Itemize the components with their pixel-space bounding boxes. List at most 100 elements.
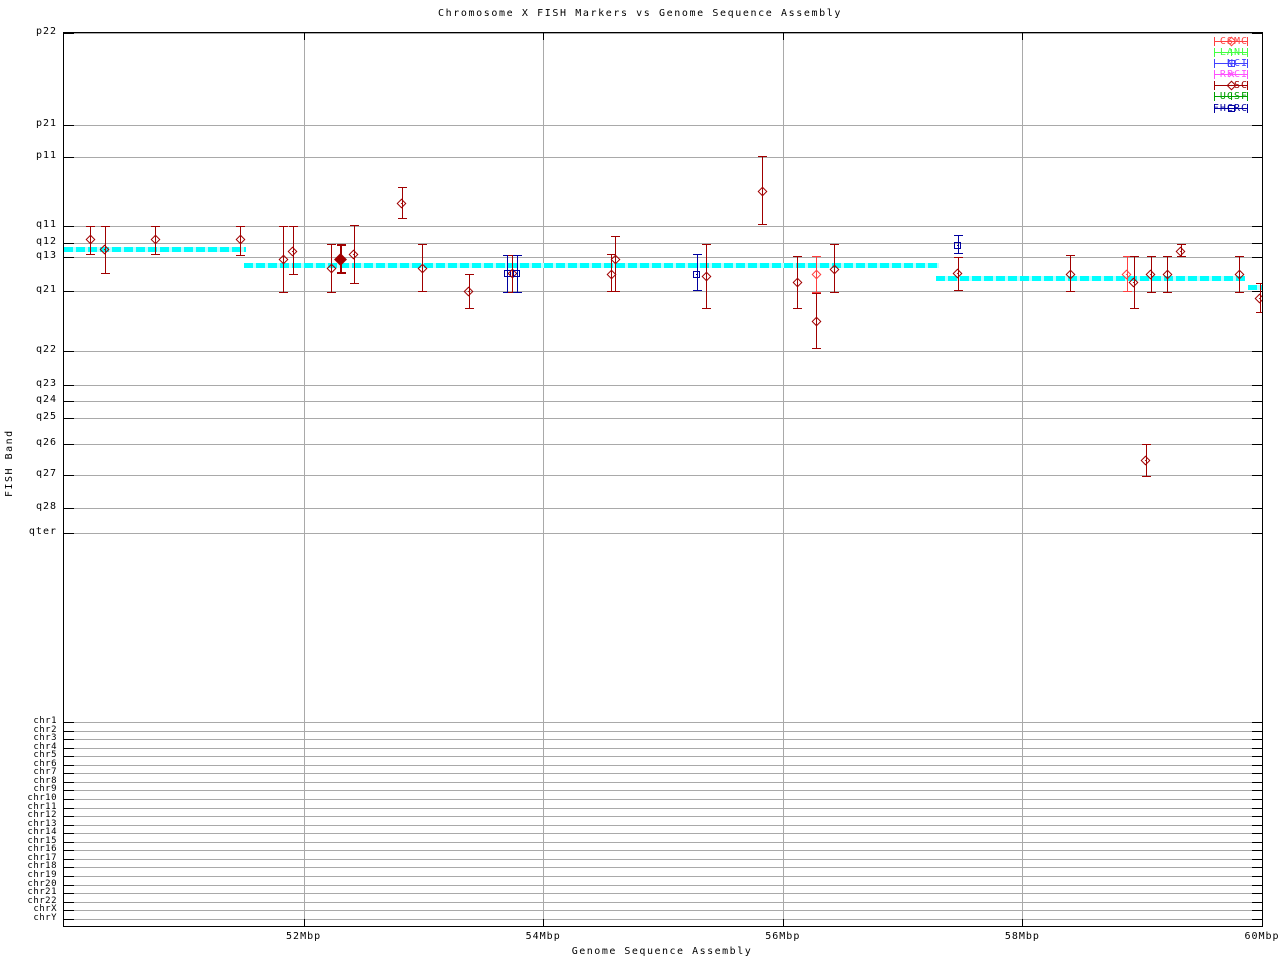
tick-right: [1252, 157, 1262, 158]
marker-dot: [89, 238, 92, 240]
tick-right: [1252, 875, 1262, 877]
tick-top: [1022, 33, 1023, 40]
legend-cap: [1247, 103, 1248, 113]
gridline-h: [64, 125, 1262, 126]
error-bar-cap: [418, 244, 428, 245]
marker-dot: [1166, 273, 1169, 275]
error-bar-cap: [953, 253, 963, 254]
fhcrc-square-marker: [954, 241, 962, 249]
error-bar-cap: [1066, 291, 1076, 292]
gridline-h: [64, 385, 1262, 386]
tick-right: [1252, 756, 1262, 758]
tick-bottom: [304, 919, 305, 926]
marker-dot: [696, 273, 698, 275]
tick-right: [1252, 807, 1262, 809]
error-bar-line: [155, 226, 157, 255]
error-bar-line: [353, 225, 355, 284]
error-bar-cap: [758, 156, 768, 157]
error-bar-cap: [812, 256, 822, 257]
tick-left: [64, 816, 74, 818]
marker-dot: [330, 267, 332, 269]
tick-top: [543, 33, 544, 40]
tick-left: [64, 773, 74, 775]
marker-dot: [1230, 40, 1232, 42]
tick-right: [1252, 841, 1262, 843]
tick-top: [1262, 33, 1263, 40]
marker-dot: [421, 267, 423, 269]
chr-tick-label: chr7: [33, 767, 57, 778]
marker-dot: [1258, 297, 1261, 299]
gridline-v: [543, 33, 544, 926]
error-bar: [86, 226, 96, 255]
fhcrc-square-marker: [1227, 104, 1235, 112]
error-bar-cap: [86, 254, 96, 255]
y-tick-label: q12: [35, 236, 57, 247]
legend-sample: [1214, 103, 1248, 113]
chr-tick-label: chr15: [27, 835, 57, 846]
error-bar: [953, 257, 963, 291]
error-bar-cap: [151, 254, 161, 255]
chr-tick-label: chr2: [33, 724, 57, 735]
error-bar-cap: [288, 226, 298, 227]
error-bar-cap: [607, 254, 617, 255]
tick-top: [783, 33, 784, 40]
error-bar-line: [957, 257, 959, 291]
gridline-v: [1022, 33, 1023, 926]
legend-cap: [1247, 47, 1248, 57]
error-bar: [349, 225, 359, 284]
marker-dot: [1133, 281, 1135, 283]
tick-left: [64, 747, 74, 749]
marker-dot: [1149, 273, 1152, 275]
error-bar-cap: [288, 274, 298, 275]
error-bar-cap: [1176, 244, 1186, 245]
error-bar-cap: [512, 255, 522, 256]
legend-sample: [1214, 80, 1248, 91]
error-bar-cap: [830, 292, 840, 293]
y-tick-label: q28: [35, 501, 57, 512]
tick-left: [64, 257, 74, 258]
chart-title: Chromosome X FISH Markers vs Genome Sequ…: [438, 8, 842, 19]
gridline-h: [64, 875, 1262, 877]
gridline-h: [64, 730, 1262, 732]
error-bar: [508, 255, 518, 293]
tick-left: [64, 893, 74, 894]
marker-dot: [957, 244, 959, 246]
sc-diamond-marker: [1226, 80, 1236, 91]
marker-dot: [506, 272, 508, 274]
chr-tick-label: chr10: [27, 793, 57, 803]
chr-tick-label: chr3: [33, 733, 57, 744]
gridline-h: [64, 841, 1262, 843]
tick-left: [64, 867, 74, 869]
tick-left: [64, 858, 74, 860]
legend-item-csmc: CSMC: [1080, 36, 1248, 47]
error-bar-cap: [953, 235, 963, 236]
tick-right: [1252, 125, 1262, 126]
error-bar-line: [957, 235, 959, 254]
error-bar-cap: [508, 292, 518, 293]
tick-bottom: [783, 919, 784, 926]
tick-left: [64, 401, 74, 402]
error-bar-cap: [692, 290, 702, 291]
error-bar-cap: [1146, 292, 1156, 293]
tick-left: [64, 781, 74, 783]
tick-right: [1252, 773, 1262, 775]
gridline-h: [64, 33, 1262, 34]
tick-left: [64, 243, 74, 244]
error-bar-line: [696, 254, 698, 291]
error-bar-cap: [397, 218, 407, 219]
legend-cap: [1247, 92, 1248, 102]
tick-left: [64, 157, 74, 158]
tick-right: [1252, 739, 1262, 741]
tick-right: [1252, 444, 1262, 445]
error-bar: [464, 274, 474, 309]
gridline-h: [64, 867, 1262, 869]
legend-sample: [1214, 47, 1248, 57]
tick-right: [1252, 533, 1262, 534]
error-bar-cap: [1255, 283, 1262, 284]
error-bar-cap: [953, 257, 963, 258]
error-bar-cap: [512, 292, 522, 293]
gridline-h: [64, 444, 1262, 445]
error-bar-cap: [349, 225, 359, 226]
assembly-band: [243, 263, 939, 268]
tick-left: [64, 125, 74, 126]
